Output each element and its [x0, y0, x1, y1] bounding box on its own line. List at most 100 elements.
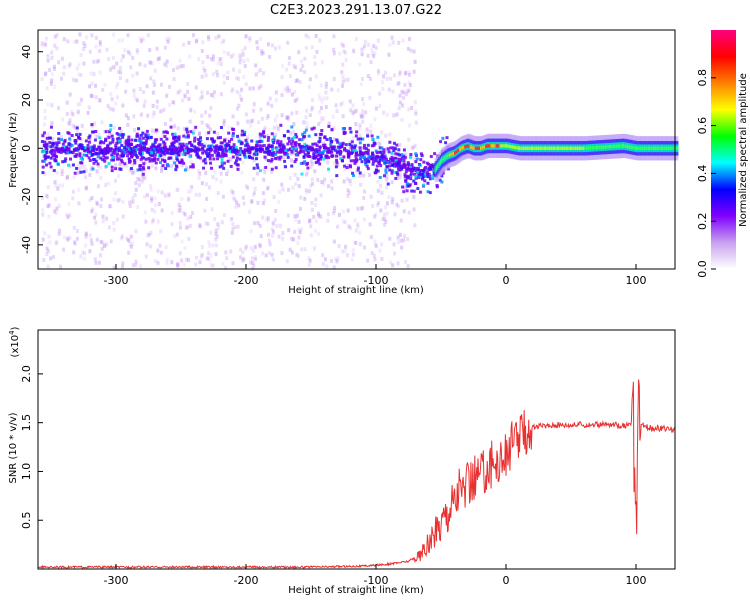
heatmap-cell	[181, 152, 185, 156]
heatmap-cell	[111, 107, 115, 112]
heatmap-cell	[260, 144, 264, 148]
heatmap-cell	[348, 147, 352, 152]
heatmap-cell	[164, 146, 168, 150]
heatmap-cell	[141, 90, 145, 95]
heatmap-cell	[94, 220, 98, 225]
heatmap-cell	[145, 242, 149, 247]
heatmap-cell	[199, 136, 203, 140]
heatmap-cell	[119, 129, 123, 134]
heatmap-cell	[398, 70, 402, 75]
heatmap-cell	[355, 151, 359, 155]
heatmap-cell	[272, 135, 276, 139]
heatmap-cell	[266, 138, 270, 142]
heatmap-cell	[120, 154, 124, 158]
heatmap-cell	[149, 187, 153, 192]
heatmap-cell	[111, 137, 115, 141]
heatmap-cell	[253, 257, 257, 262]
heatmap-cell	[262, 135, 266, 139]
heatmap-cell	[108, 141, 112, 145]
heatmap-cell	[272, 195, 276, 200]
heatmap-cell	[112, 227, 116, 232]
heatmap-cell	[180, 196, 184, 201]
heatmap-cell	[375, 151, 379, 155]
heatmap-cell	[214, 35, 218, 40]
heatmap-cell	[208, 127, 212, 132]
spectrogram-frame	[37, 29, 676, 270]
heatmap-cell	[396, 112, 400, 117]
heatmap-cell	[145, 150, 149, 154]
heatmap-cell	[394, 159, 398, 163]
heatmap-cell	[426, 172, 430, 176]
heatmap-cell	[140, 173, 144, 178]
heatmap-cell	[151, 61, 155, 66]
heatmap-cell	[310, 207, 314, 212]
heatmap-cell	[257, 120, 261, 125]
heatmap-cell	[231, 221, 235, 226]
heatmap-cell	[206, 124, 210, 129]
heatmap-cell	[315, 150, 319, 154]
heatmap-cell	[241, 195, 245, 200]
heatmap-cell	[204, 170, 208, 175]
heatmap-cell	[277, 199, 281, 204]
heatmap-cell	[64, 151, 68, 155]
heatmap-cell	[332, 145, 336, 149]
heatmap-cell	[241, 48, 245, 53]
heatmap-cell	[216, 136, 220, 140]
heatmap-cell	[412, 172, 416, 176]
heatmap-cell	[53, 149, 57, 153]
heatmap-cell	[112, 220, 116, 225]
heatmap-cell	[132, 159, 136, 163]
heatmap-cell	[186, 189, 190, 194]
heatmap-cell	[314, 197, 318, 202]
heatmap-cell	[103, 156, 107, 160]
heatmap-cell	[362, 217, 366, 222]
heatmap-cell	[99, 203, 103, 208]
heatmap-cell	[154, 161, 158, 165]
heatmap-cell	[388, 42, 392, 47]
heatmap-cell	[250, 147, 254, 151]
heatmap-cell	[175, 232, 179, 237]
heatmap-cell	[346, 193, 350, 198]
heatmap-cell	[277, 234, 281, 239]
heatmap-cell	[90, 195, 94, 200]
heatmap-cell	[323, 146, 327, 150]
heatmap-cell	[304, 188, 308, 193]
heatmap-cell	[402, 154, 406, 158]
heatmap-cell	[407, 88, 411, 93]
heatmap-cell	[248, 151, 252, 155]
heatmap-cell	[252, 158, 256, 163]
heatmap-cell	[267, 232, 271, 237]
heatmap-cell	[235, 89, 239, 94]
heatmap-cell	[298, 151, 302, 155]
heatmap-cell	[131, 195, 135, 200]
heatmap-cell	[403, 173, 407, 177]
heatmap-cell	[215, 144, 219, 148]
heatmap-cell	[49, 145, 53, 149]
heatmap-cell	[120, 143, 124, 147]
heatmap-cell	[85, 149, 89, 153]
heatmap-cell	[244, 35, 248, 40]
heatmap-cell	[385, 201, 389, 206]
heatmap-cell	[374, 159, 378, 163]
heatmap-cell	[175, 262, 179, 267]
heatmap-cell	[322, 141, 326, 146]
heatmap-cell	[270, 132, 274, 136]
heatmap-cell	[79, 254, 83, 259]
heatmap-cell	[103, 148, 107, 152]
heatmap-cell	[68, 213, 72, 218]
heatmap-cell	[313, 142, 317, 146]
heatmap-cell	[432, 169, 436, 173]
heatmap-cell	[211, 243, 215, 248]
heatmap-cell	[293, 142, 297, 146]
heatmap-cell	[55, 32, 59, 37]
heatmap-cell	[280, 64, 284, 69]
heatmap-cell	[219, 126, 223, 130]
heatmap-cell	[222, 73, 226, 78]
heatmap-cell	[341, 159, 345, 163]
heatmap-cell	[358, 125, 362, 130]
heatmap-cell	[173, 124, 177, 129]
heatmap-cell	[363, 157, 367, 161]
heatmap-cell	[126, 122, 130, 127]
heatmap-cell	[49, 81, 53, 86]
heatmap-cell	[352, 109, 356, 114]
